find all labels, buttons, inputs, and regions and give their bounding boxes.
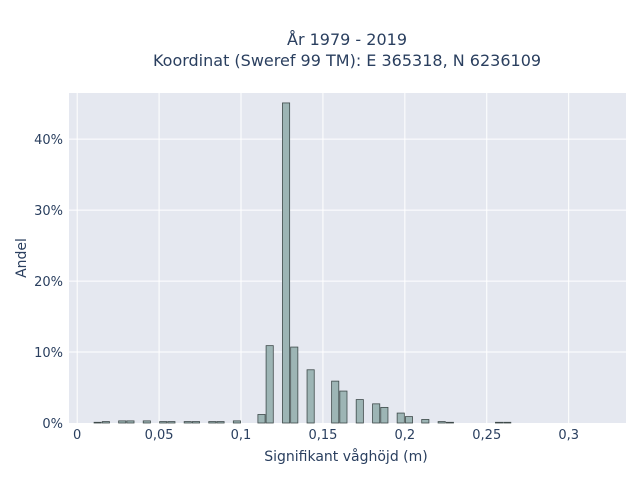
x-tick-label: 0 [73,428,81,443]
histogram-bar [355,399,364,424]
histogram-bar [265,345,274,424]
histogram-bar [101,421,110,424]
histogram-bar [404,416,413,424]
histogram-bar [445,421,454,424]
histogram-bar [183,421,192,424]
histogram-bar [118,420,127,424]
histogram-bar [339,390,348,424]
y-tick-label: 10% [34,346,63,361]
histogram-bar [167,421,176,424]
histogram-bar [495,421,504,424]
histogram-bar [93,421,102,424]
histogram-bar [503,421,512,424]
x-tick-label: 0,25 [472,428,501,443]
histogram-bar [380,406,389,424]
x-tick-labels: 0 0,05 0,1 0,15 0,2 0,25 0,3 [73,428,579,443]
histogram-bar [208,421,217,424]
grid-lines [69,93,626,423]
y-tick-label: 40% [34,133,63,148]
y-tick-label: 0% [42,417,63,432]
histogram-bar [126,420,135,424]
histogram-bar [437,421,446,424]
histogram-bar [282,102,291,424]
histogram-bar [331,380,340,424]
histogram-bar [216,421,225,424]
y-axis-label: Andel [14,238,30,278]
histogram-bar [290,346,299,424]
plot-area [69,93,626,423]
x-axis-label: Signifikant våghöjd (m) [264,448,427,465]
histogram-bar [142,420,151,424]
bars [93,102,512,424]
histogram-bar [159,421,168,424]
histogram-bar [306,369,315,424]
chart-title-line1: År 1979 - 2019 [287,30,407,49]
y-tick-label: 30% [34,204,63,219]
chart-title-line2: Koordinat (Sweref 99 TM): E 365318, N 62… [153,51,541,70]
x-tick-label: 0,2 [394,428,415,443]
histogram-bar [232,420,241,424]
x-tick-label: 0,15 [308,428,337,443]
x-tick-label: 0,3 [558,428,579,443]
histogram-bar [191,421,200,424]
y-tick-label: 20% [34,275,63,290]
y-tick-labels: 0% 10% 20% 30% 40% [34,133,63,432]
histogram-bar [396,412,405,424]
histogram-bar [421,419,430,424]
histogram-bar [372,403,381,424]
histogram-bar [257,414,266,424]
x-tick-label: 0,05 [145,428,174,443]
x-tick-label: 0,1 [231,428,252,443]
